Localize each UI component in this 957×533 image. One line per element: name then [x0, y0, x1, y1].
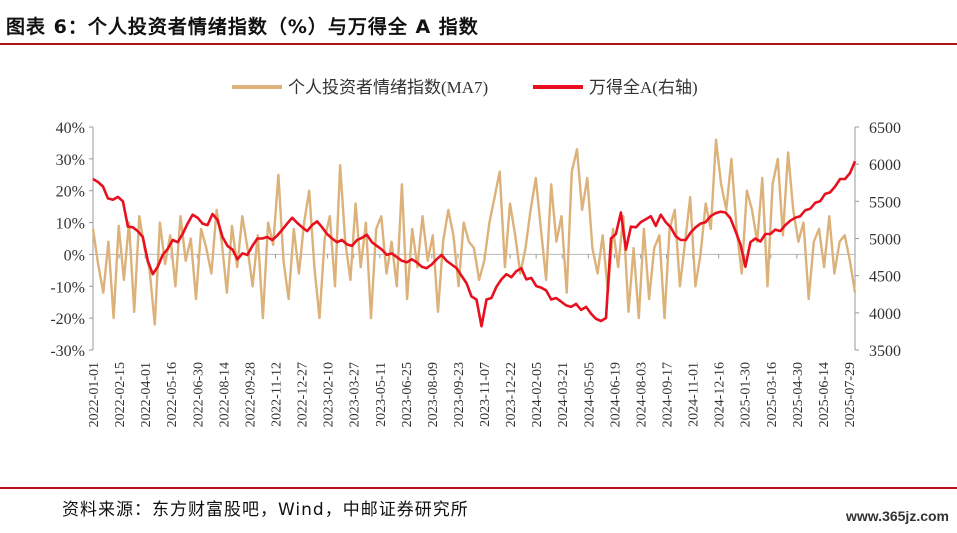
x-tick-label: 2023-08-09 — [426, 362, 441, 427]
x-tick-label: 2023-03-27 — [348, 362, 363, 427]
x-tick-label: 2023-09-23 — [452, 362, 467, 427]
x-tick-label: 2024-03-21 — [556, 362, 571, 427]
legend-label-index: 万得全A(右轴) — [589, 78, 698, 97]
right-tick-label: 5500 — [869, 194, 901, 211]
x-tick-label: 2022-06-30 — [191, 362, 206, 427]
x-tick-label: 2025-07-29 — [843, 362, 858, 427]
x-tick-label: 2023-12-22 — [504, 362, 519, 427]
watermark: www.365jz.com — [846, 508, 949, 524]
legend: 个人投资者情绪指数(MA7) 万得全A(右轴) — [232, 78, 698, 97]
plot-area — [92, 127, 856, 350]
left-tick-label: -20% — [50, 311, 85, 328]
x-tick-label: 2025-01-30 — [739, 362, 754, 427]
title-divider — [0, 43, 957, 45]
x-tick-label: 2025-03-16 — [765, 362, 780, 427]
x-tick-label: 2022-11-12 — [269, 362, 284, 427]
x-tick-label: 2025-06-14 — [817, 362, 832, 427]
x-tick-label: 2022-01-01 — [87, 362, 102, 427]
x-tick-label: 2023-06-25 — [400, 362, 415, 427]
left-axis-ticks: 40% 30% 20% 10% 0% -10% -20% -30% — [50, 120, 93, 360]
left-tick-label: 40% — [56, 120, 85, 137]
right-tick-label: 5000 — [869, 232, 901, 249]
left-tick-label: -10% — [50, 279, 85, 296]
x-tick-label: 2022-02-15 — [113, 362, 128, 427]
x-tick-label: 2022-05-16 — [165, 362, 180, 427]
x-tick-label: 2023-02-10 — [322, 362, 337, 427]
chart: 个人投资者情绪指数(MA7) 万得全A(右轴) 40% 30% 20% 10% 0% -1… — [50, 78, 901, 427]
left-tick-label: -30% — [50, 343, 85, 360]
x-tick-label: 2024-12-16 — [713, 362, 728, 427]
right-tick-label: 3500 — [869, 343, 901, 360]
x-tick-label: 2024-08-03 — [634, 362, 649, 427]
x-tick-label: 2023-11-07 — [478, 362, 493, 427]
x-tick-label: 2022-12-27 — [296, 362, 311, 427]
left-tick-label: 20% — [56, 184, 85, 201]
left-tick-label: 30% — [56, 152, 85, 169]
x-tick-label: 2022-08-14 — [217, 362, 232, 427]
x-tick-label: 2022-09-28 — [243, 362, 258, 427]
x-tick-label: 2024-11-01 — [687, 362, 702, 427]
x-tick-label: 2025-04-30 — [791, 362, 806, 427]
right-tick-label: 4000 — [869, 306, 901, 323]
source-note: 资料来源：东方财富股吧，Wind，中邮证券研究所 — [62, 500, 469, 520]
left-tick-label: 0% — [64, 247, 85, 264]
page-title: 图表 6：个人投资者情绪指数（%）与万得全 A 指数 — [6, 16, 479, 38]
right-tick-label: 6500 — [869, 120, 901, 137]
right-tick-label: 6000 — [869, 157, 901, 174]
right-axis-ticks: 6500 6000 5500 5000 4500 4000 3500 — [855, 120, 901, 360]
left-tick-label: 10% — [56, 216, 85, 233]
legend-label-sentiment: 个人投资者情绪指数(MA7) — [288, 78, 488, 97]
x-tick-label: 2024-05-05 — [582, 362, 597, 427]
x-tick-label: 2022-04-01 — [139, 362, 154, 427]
index-series-line — [92, 160, 857, 328]
x-tick-label: 2024-09-17 — [661, 362, 676, 427]
x-tick-label: 2024-06-19 — [608, 362, 623, 427]
x-axis-ticks: 2022-01-01 2022-02-15 2022-04-01 2022-05-16… — [87, 254, 858, 427]
footer-divider — [0, 487, 957, 489]
x-tick-label: 2023-05-11 — [374, 362, 389, 427]
x-tick-label: 2024-02-05 — [530, 362, 545, 427]
right-tick-label: 4500 — [869, 269, 901, 286]
